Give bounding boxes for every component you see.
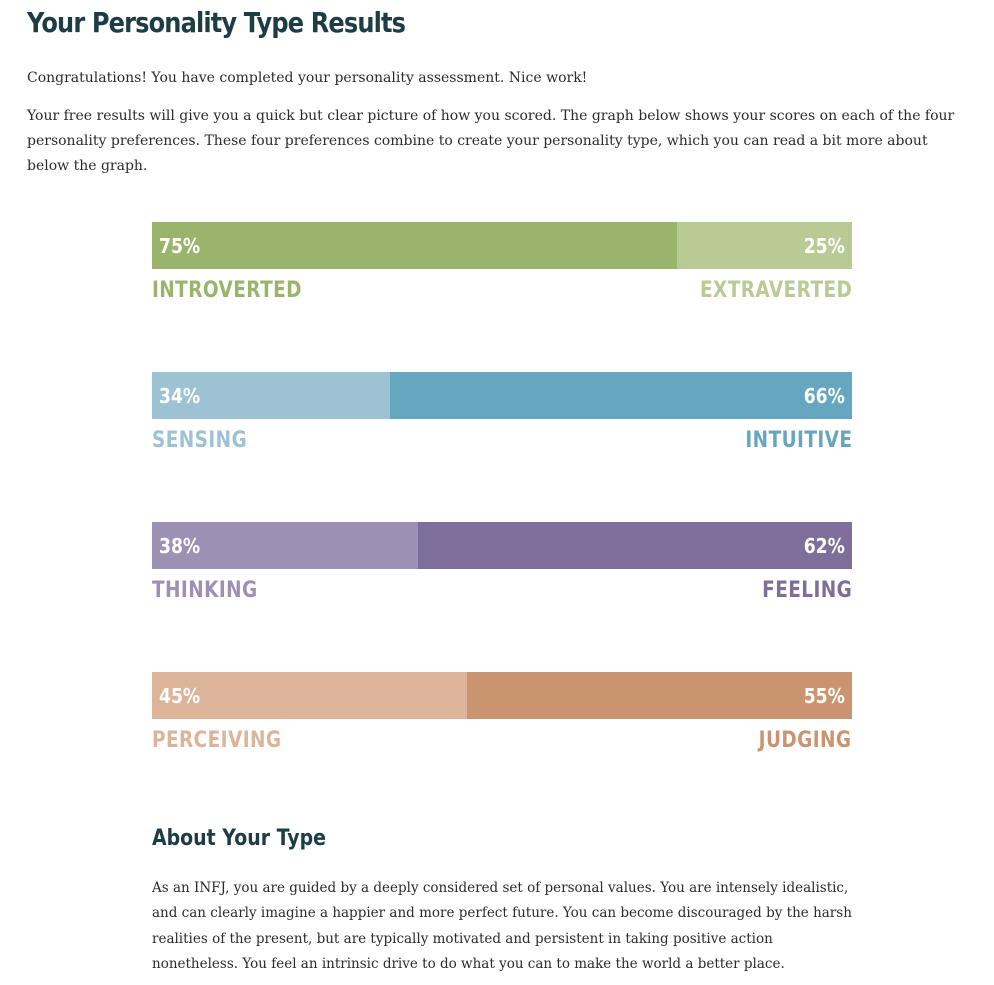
bar-segment-left: 75%: [152, 222, 677, 269]
preference-bar-group: 34% 66% SENSING INTUITIVE: [152, 372, 852, 462]
preference-label-right: FEELING: [761, 578, 852, 603]
bar-segment-right: 66%: [390, 372, 852, 419]
bar-segment-left: 38%: [152, 522, 418, 569]
preference-bar-group: 45% 55% PERCEIVING JUDGING: [152, 672, 852, 762]
preference-label-left: SENSING: [152, 428, 248, 453]
preference-label-right: EXTRAVERTED: [699, 278, 852, 303]
preference-bar: 38% 62%: [152, 522, 852, 569]
bar-segment-right: 25%: [677, 222, 852, 269]
preference-label-left: PERCEIVING: [152, 728, 282, 753]
percent-label-left: 38%: [159, 533, 201, 558]
preference-bar-group: 75% 25% INTROVERTED EXTRAVERTED: [152, 222, 852, 312]
preference-label-left: THINKING: [152, 578, 258, 603]
page-title: Your Personality Type Results: [27, 6, 406, 39]
about-type-heading: About Your Type: [152, 826, 327, 851]
percent-label-right: 55%: [803, 683, 845, 708]
bar-segment-right: 55%: [467, 672, 852, 719]
intro-text: Your free results will give you a quick …: [27, 108, 955, 174]
preference-label-left: INTROVERTED: [152, 278, 302, 303]
percent-label-right: 62%: [803, 533, 845, 558]
percent-label-left: 75%: [159, 233, 201, 258]
preference-bar: 75% 25%: [152, 222, 852, 269]
congrats-text: Congratulations! You have completed your…: [27, 70, 588, 86]
bar-segment-left: 45%: [152, 672, 467, 719]
percent-label-left: 45%: [159, 683, 201, 708]
preference-bar: 34% 66%: [152, 372, 852, 419]
preference-bar: 45% 55%: [152, 672, 852, 719]
percent-label-right: 25%: [803, 233, 845, 258]
percent-label-right: 66%: [803, 383, 845, 408]
about-type-text: As an INFJ, you are guided by a deeply c…: [152, 880, 852, 972]
percent-label-left: 34%: [159, 383, 201, 408]
bar-segment-right: 62%: [418, 522, 852, 569]
preference-bar-group: 38% 62% THINKING FEELING: [152, 522, 852, 612]
preference-label-right: INTUITIVE: [744, 428, 852, 453]
preference-label-right: JUDGING: [759, 728, 852, 753]
bar-segment-left: 34%: [152, 372, 390, 419]
